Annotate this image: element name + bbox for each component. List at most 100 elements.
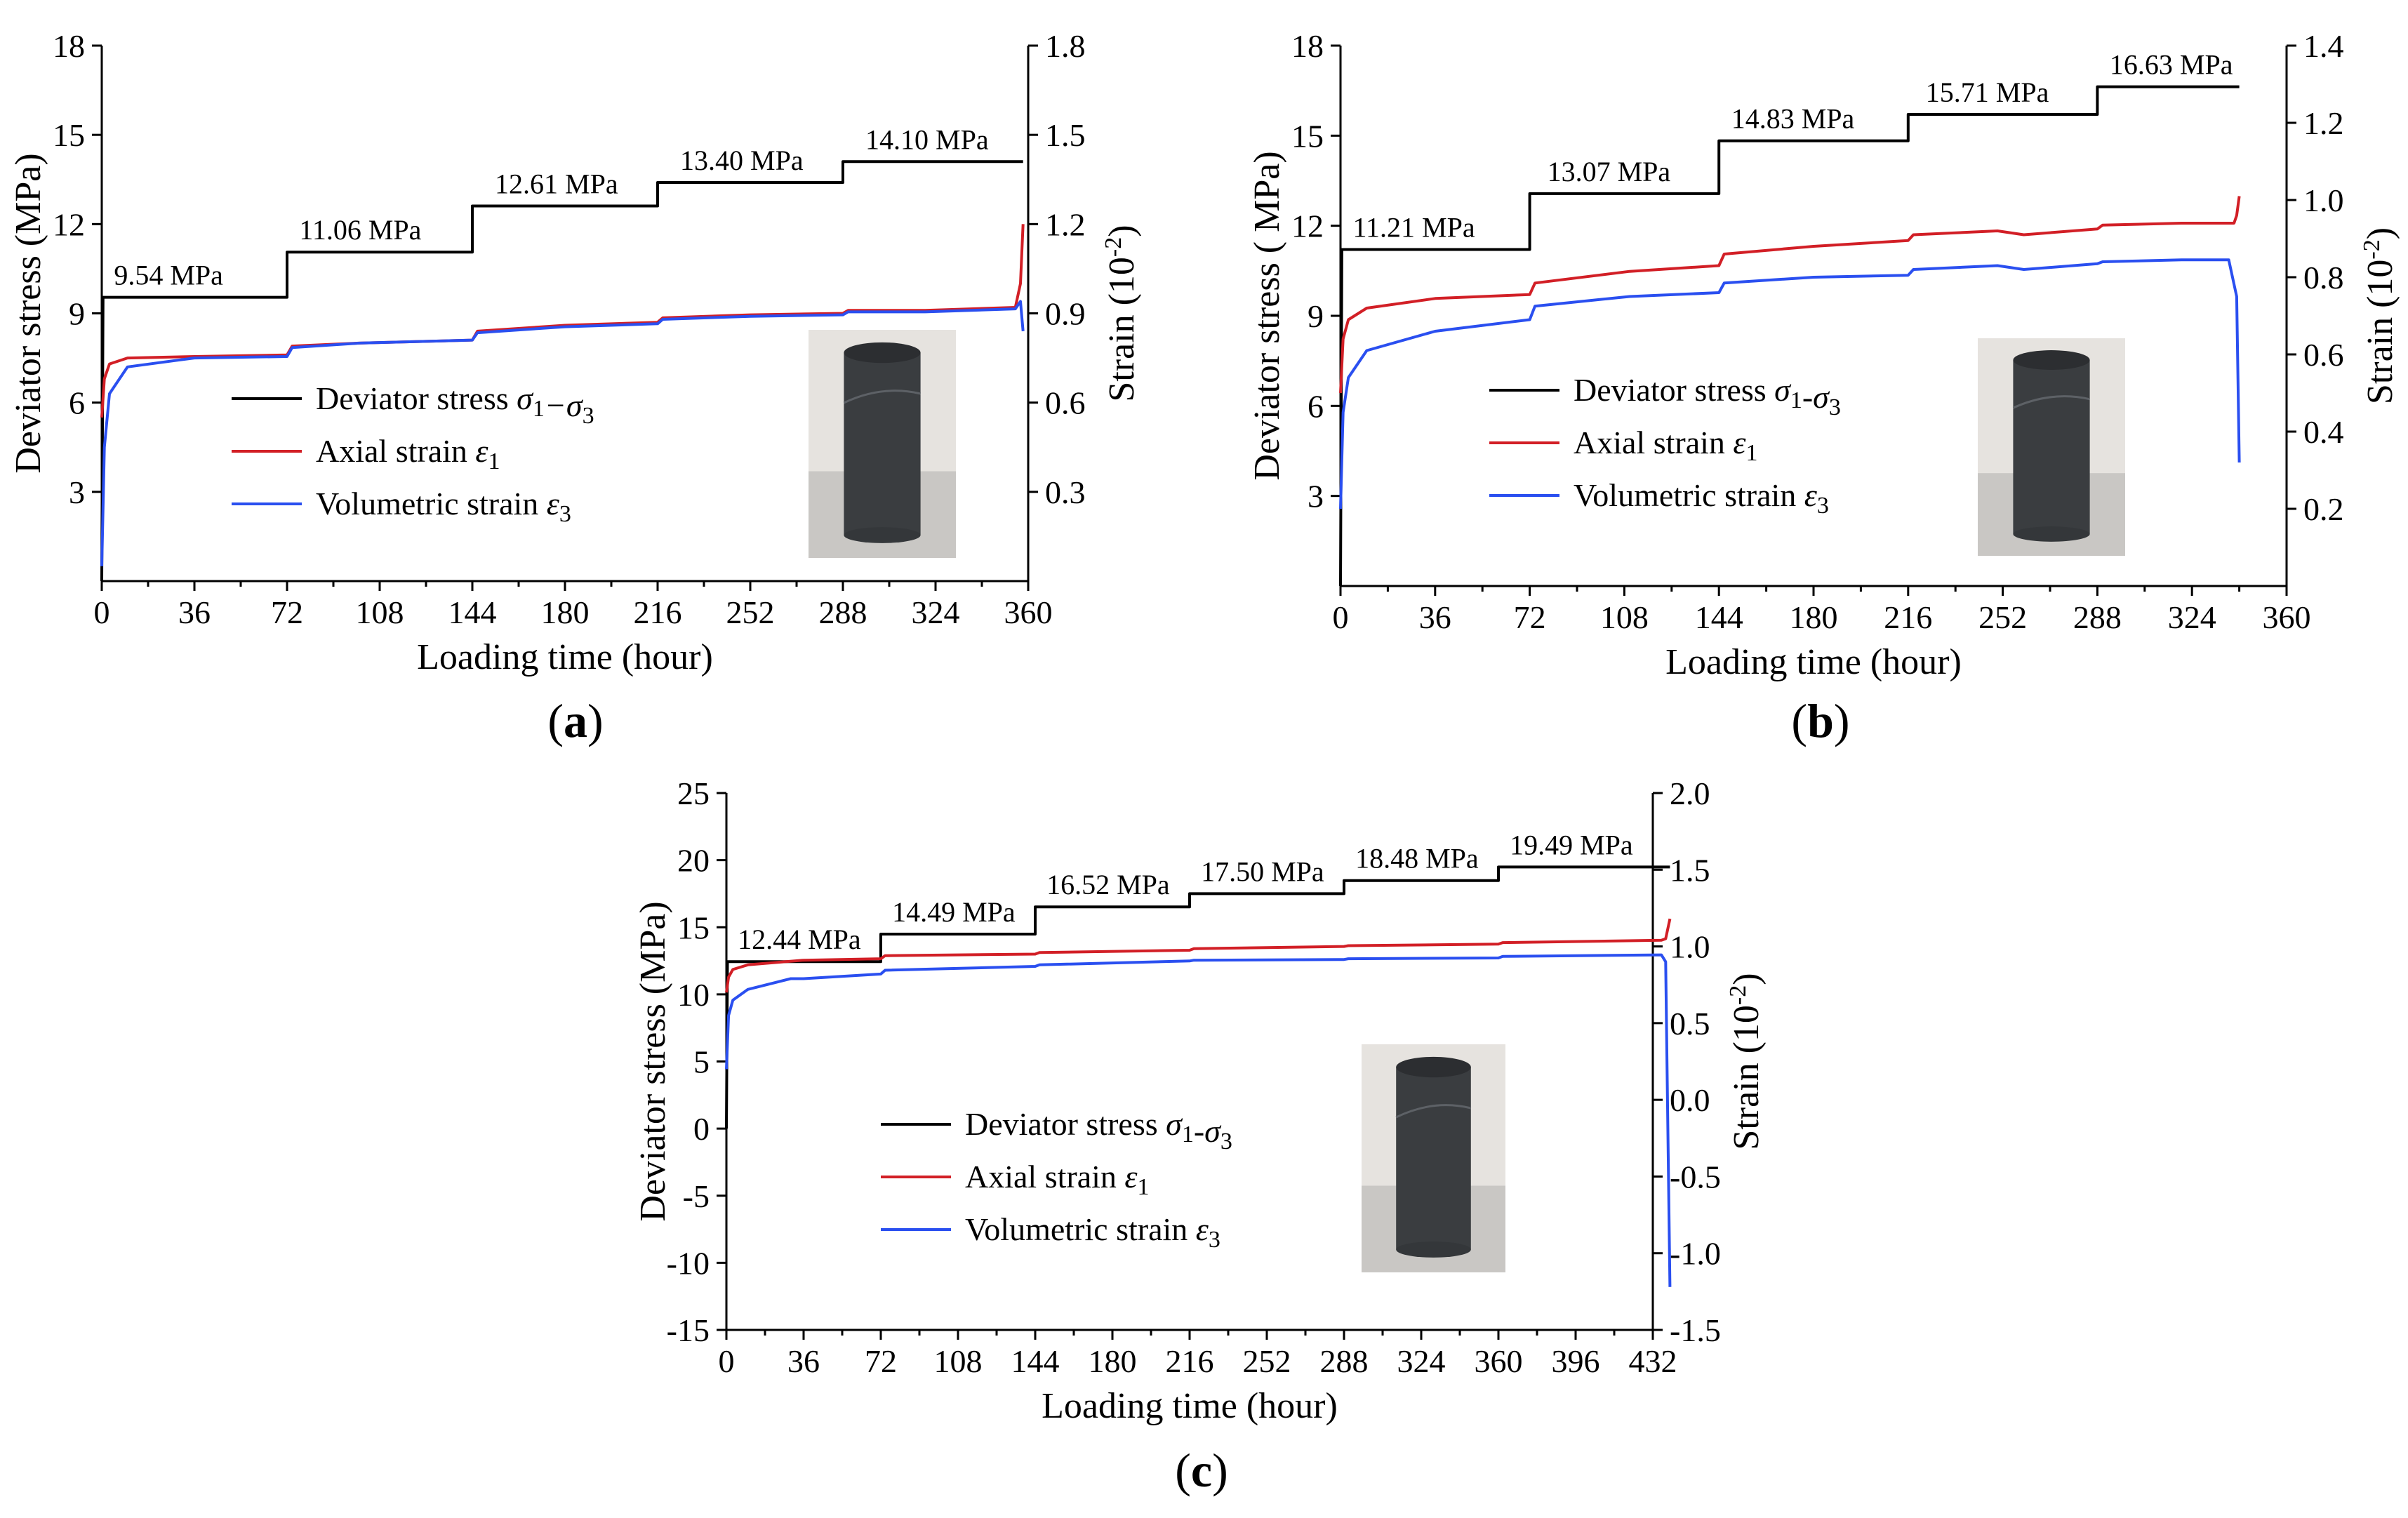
- x-tick-label: 72: [271, 594, 303, 630]
- y2-tick-label: -1.0: [1670, 1236, 1721, 1272]
- y2-axis-label: Strain (10-2): [2359, 227, 2400, 404]
- y2-tick-label: 0.6: [1045, 385, 1086, 421]
- legend-entry: Axial strain ε1: [1574, 425, 1758, 466]
- stress-level-label: 14.10 MPa: [865, 124, 989, 155]
- stress-level-label: 18.48 MPa: [1355, 843, 1479, 874]
- y2-tick-label: 1.5: [1045, 117, 1086, 153]
- x-tick-label: 288: [1320, 1343, 1369, 1379]
- x-tick-label: 288: [2073, 599, 2122, 635]
- specimen-photo: [1978, 338, 2125, 556]
- stress-level-label: 17.50 MPa: [1201, 855, 1324, 887]
- x-tick-label: 72: [1514, 599, 1546, 635]
- y2-tick-label: 0.6: [2303, 337, 2344, 373]
- stress-level-label: 13.07 MPa: [1548, 156, 1671, 187]
- rock-top: [2013, 350, 2090, 370]
- stress-level-label: 11.06 MPa: [299, 214, 421, 246]
- x-tick-label: 252: [726, 594, 775, 630]
- x-tick-label: 216: [634, 594, 682, 630]
- y-tick-label: -15: [667, 1312, 710, 1348]
- x-tick-label: 360: [2263, 599, 2311, 635]
- y2-tick-label: 0.5: [1670, 1006, 1710, 1041]
- stress-level-label: 14.49 MPa: [892, 896, 1016, 928]
- y2-tick-label: 1.2: [2303, 105, 2344, 141]
- stress-level-label: 16.52 MPa: [1046, 869, 1170, 900]
- y-axis-label: Deviator stress (MPa): [633, 901, 673, 1221]
- y2-tick-label: 0.0: [1670, 1082, 1710, 1118]
- chart-panel-b: 0 36 72 108 144 180 216 252 288 324 3603691215180.…: [1247, 28, 2400, 747]
- panel-label: (b): [1791, 694, 1849, 747]
- y2-tick-label: 1.4: [2303, 28, 2344, 64]
- x-tick-label: 108: [934, 1343, 983, 1379]
- x-axis-label: Loading time (hour): [1665, 642, 1962, 682]
- x-tick-label: 324: [2168, 599, 2216, 635]
- x-tick-label: 180: [541, 594, 590, 630]
- y-tick-label: 9: [1308, 298, 1324, 334]
- series-line-stress: [1339, 85, 2240, 587]
- series-line-axial: [725, 918, 1672, 993]
- series-line-stress: [100, 160, 1023, 582]
- y2-tick-label: 0.3: [1045, 474, 1086, 510]
- y2-tick-label: 0.9: [1045, 296, 1086, 332]
- x-tick-label: 72: [865, 1343, 897, 1379]
- y-tick-label: -5: [683, 1178, 710, 1214]
- y2-tick-label: -0.5: [1670, 1159, 1721, 1194]
- y2-tick-label: 1.8: [1045, 28, 1086, 64]
- y-tick-label: 15: [677, 910, 710, 945]
- y2-tick-label: 2.0: [1670, 775, 1710, 811]
- panel-label: (a): [547, 694, 603, 747]
- x-tick-label: 180: [1790, 599, 1838, 635]
- stress-level-label: 19.49 MPa: [1510, 829, 1633, 860]
- series-line-stress: [725, 865, 1670, 1129]
- x-tick-label: 324: [912, 594, 960, 630]
- y2-tick-label: 1.0: [2303, 182, 2344, 218]
- x-tick-label: 360: [1475, 1343, 1523, 1379]
- y2-tick-label: 1.2: [1045, 206, 1086, 242]
- x-tick-label: 288: [819, 594, 867, 630]
- y-tick-label: 20: [677, 843, 710, 879]
- x-tick-label: 36: [787, 1343, 820, 1379]
- chart-panel-c: 0 36 72 108 144 180 216 252 288 324 360 396 432 -15 -1…: [633, 775, 1767, 1497]
- stress-level-label: 12.61 MPa: [495, 168, 618, 199]
- x-tick-label: 144: [448, 594, 497, 630]
- x-tick-label: 0: [719, 1343, 735, 1379]
- x-tick-label: 144: [1011, 1343, 1060, 1379]
- legend-entry: Axial strain ε1: [316, 433, 500, 474]
- stress-level-label: 12.44 MPa: [738, 924, 861, 955]
- y2-tick-label: -1.5: [1670, 1312, 1721, 1348]
- specimen-photo: [1362, 1044, 1505, 1272]
- x-tick-label: 216: [1166, 1343, 1214, 1379]
- x-axis-label: Loading time (hour): [1042, 1386, 1338, 1426]
- series-line-axial: [1339, 196, 2241, 394]
- stress-level-label: 13.40 MPa: [680, 145, 804, 176]
- x-tick-label: 396: [1552, 1343, 1600, 1379]
- y-tick-label: 18: [1291, 28, 1324, 64]
- rock-bottom: [844, 527, 921, 543]
- y2-axis-label: Strain (10-2): [1100, 225, 1142, 401]
- rock-specimen: [2013, 360, 2090, 534]
- legend-entry: Volumetric strain ε3: [1574, 477, 1829, 519]
- rock-specimen: [1396, 1067, 1471, 1250]
- rock-bottom: [1396, 1241, 1471, 1258]
- rock-specimen: [844, 352, 921, 535]
- y2-axis-label: Strain (10-2): [1725, 973, 1767, 1150]
- y-tick-label: -10: [667, 1245, 710, 1281]
- chart-panel-a: 0 36 72 108 144 180 216 252 288 324 3603691215180.…: [8, 28, 1142, 747]
- x-tick-label: 432: [1629, 1343, 1677, 1379]
- rock-texture: [1395, 1104, 1472, 1119]
- y-tick-label: 9: [69, 296, 85, 332]
- x-tick-label: 108: [1600, 599, 1649, 635]
- x-tick-label: 180: [1089, 1343, 1137, 1379]
- y-tick-label: 10: [677, 977, 710, 1013]
- x-tick-label: 108: [356, 594, 404, 630]
- y-tick-label: 12: [53, 206, 85, 242]
- x-tick-label: 216: [1884, 599, 1932, 635]
- y2-tick-label: 1.0: [1670, 929, 1710, 965]
- y2-tick-label: 0.4: [2303, 414, 2344, 450]
- stress-level-label: 16.63 MPa: [2110, 49, 2233, 81]
- y-tick-label: 3: [1308, 479, 1324, 514]
- y-tick-label: 3: [69, 474, 85, 510]
- legend-entry: Volumetric strain ε3: [965, 1211, 1220, 1253]
- x-tick-label: 36: [1419, 599, 1451, 635]
- legend-entry: Volumetric strain ε3: [316, 486, 571, 527]
- y2-tick-label: 0.2: [2303, 491, 2344, 527]
